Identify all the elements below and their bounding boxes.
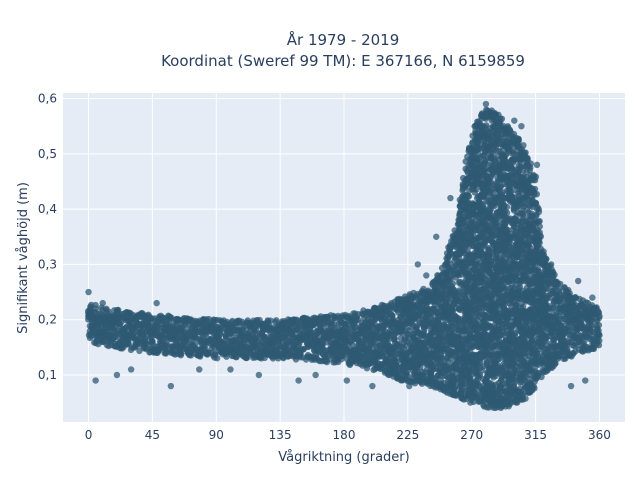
data-point: [205, 315, 212, 323]
data-point: [465, 193, 473, 200]
data-point: [498, 115, 506, 123]
data-point: [449, 280, 456, 287]
data-point: [503, 203, 511, 211]
data-point: [213, 355, 221, 362]
data-point: [142, 334, 149, 342]
data-points: [85, 100, 603, 412]
data-point: [177, 349, 184, 356]
data-point: [124, 338, 132, 345]
data-point: [183, 336, 190, 344]
data-point: [167, 314, 174, 322]
data-point: [217, 330, 224, 338]
data-point: [162, 350, 170, 357]
data-point: [503, 209, 511, 216]
data-point: [149, 338, 156, 345]
data-point: [92, 301, 99, 309]
data-point: [192, 335, 199, 343]
data-point: [503, 226, 510, 234]
data-point: [451, 385, 459, 392]
